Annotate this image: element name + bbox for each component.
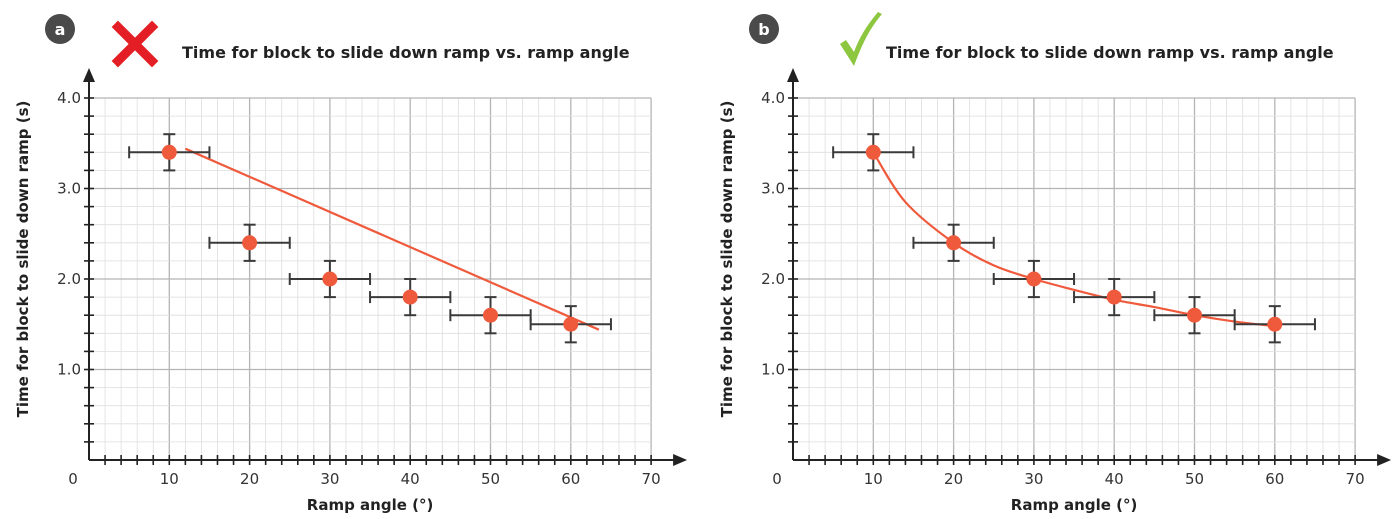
panel-badge-label: a: [55, 20, 66, 39]
panel-badge-label: b: [758, 20, 769, 39]
data-point-group: [1073, 278, 1156, 317]
y-axis-arrow: [787, 68, 799, 82]
x-axis-arrow: [1377, 454, 1392, 466]
chart-b: 0 10 20 30 40 50 60 70 1.0 2.0 3.0 4.0 Ramp angle (°…: [718, 12, 1392, 514]
chart-a: 0 10 20 30 40 50 60 70 1.0 2.0 3.0 4.0 Ramp angle (°…: [14, 14, 688, 514]
x-axis-label: Ramp angle (°): [307, 496, 434, 514]
data-point-group: [912, 223, 995, 262]
y-tick-label: 3.0: [761, 180, 785, 198]
y-tick-label: 3.0: [57, 180, 81, 198]
panel-badge: b: [749, 14, 779, 44]
panel-badge: a: [45, 14, 75, 44]
x-tick-label: 10: [864, 470, 883, 488]
grid: [88, 97, 652, 461]
x-tick-label: 70: [1346, 470, 1365, 488]
axes: [83, 68, 688, 466]
y-tick-label: 4.0: [57, 89, 81, 107]
data-point-group: [369, 278, 452, 317]
data-point-group: [1153, 296, 1236, 335]
data-point: [483, 307, 498, 323]
data-point-group: [992, 259, 1076, 299]
check-icon-shape: [840, 12, 882, 66]
x-tick-label: 10: [160, 470, 179, 488]
y-tick-label: 2.0: [761, 270, 785, 288]
data-point: [1267, 316, 1283, 332]
x-tick-label: 0: [772, 470, 782, 488]
data-point: [402, 289, 418, 305]
x-tick-label: 30: [1024, 470, 1043, 488]
x-tick-label: 40: [1105, 470, 1124, 488]
x-axis-arrow: [673, 454, 688, 466]
y-axis-label: Time for block to slide down ramp (s): [718, 101, 736, 418]
chart-panel-b: 0 10 20 30 40 50 60 70 1.0 2.0 3.0 4.0 Ramp angle (°…: [704, 0, 1399, 519]
x-tick-label: 0: [68, 470, 78, 488]
x-tick-label: 60: [1265, 470, 1284, 488]
y-tick-label: 1.0: [57, 361, 81, 379]
x-tick-label: 20: [944, 470, 963, 488]
x-tick-label: 50: [1185, 470, 1204, 488]
y-axis-label: Time for block to slide down ramp (s): [14, 101, 32, 418]
data-point-group: [449, 296, 532, 335]
data-point: [242, 235, 258, 251]
data-point-group: [832, 133, 915, 172]
data-point: [1187, 307, 1202, 323]
x-tick-label: 50: [481, 470, 500, 488]
y-axis-arrow: [83, 68, 95, 82]
panel-badge-circle: [45, 14, 75, 44]
data-point-group: [128, 133, 211, 172]
x-tick-label: 40: [401, 470, 420, 488]
data-point: [865, 144, 881, 160]
data-point-group: [1233, 305, 1316, 344]
check-icon: [840, 12, 882, 66]
x-tick-label: 70: [642, 470, 661, 488]
cross-icon: [111, 20, 159, 68]
y-tick-label: 2.0: [57, 270, 81, 288]
axes: [787, 68, 1392, 466]
fit-line: [872, 151, 1275, 328]
chart-title: Time for block to slide down ramp vs. ra…: [182, 43, 630, 62]
data-point: [563, 316, 579, 332]
cross-icon-stroke: [111, 20, 159, 68]
data-point-group: [529, 305, 612, 344]
data-point: [1026, 271, 1042, 287]
x-tick-label: 20: [240, 470, 259, 488]
chart-panel-a: 0 10 20 30 40 50 60 70 1.0 2.0 3.0 4.0 Ramp angle (°…: [14, 14, 688, 514]
chart-title: Time for block to slide down ramp vs. ra…: [886, 43, 1334, 62]
x-axis-label: Ramp angle (°): [1011, 496, 1138, 514]
panel-badge-circle: [749, 14, 779, 44]
x-tick-label: 30: [320, 470, 339, 488]
fit-line: [184, 147, 600, 331]
grid: [792, 97, 1356, 461]
data-point: [161, 144, 177, 160]
y-tick-label: 4.0: [761, 89, 785, 107]
x-tick-label: 60: [561, 470, 580, 488]
data-point-group: [288, 259, 372, 299]
y-tick-label: 1.0: [761, 361, 785, 379]
data-point: [322, 271, 338, 287]
data-point: [1106, 289, 1122, 305]
data-point: [946, 235, 962, 251]
data-point-group: [208, 223, 291, 262]
